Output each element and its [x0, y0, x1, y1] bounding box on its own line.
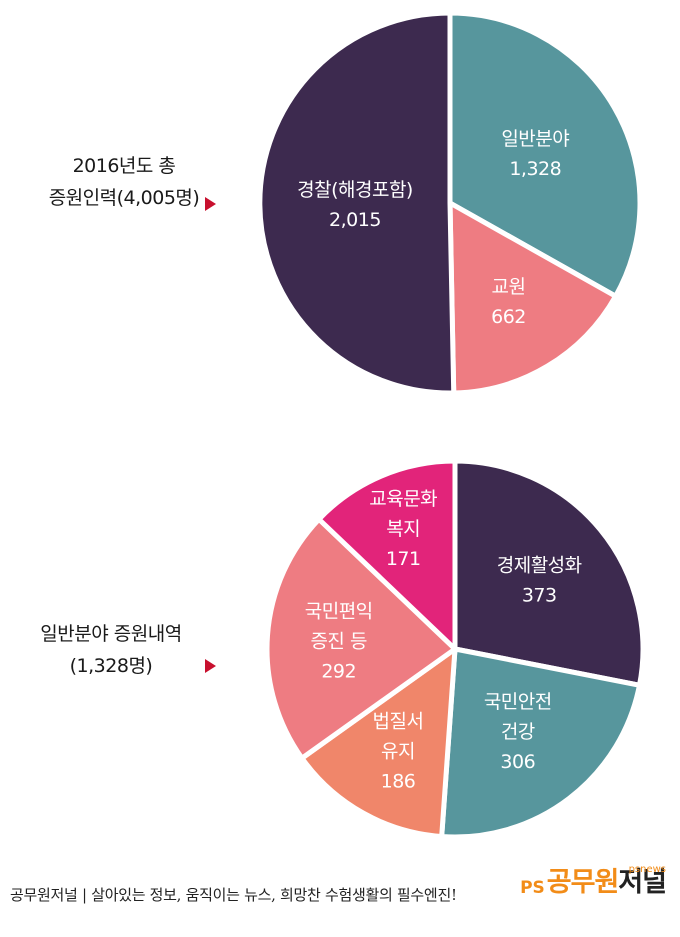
pie1-slice-1-value: 662	[491, 306, 526, 328]
pie2-slice-1-name: 건강	[501, 721, 535, 743]
chart2-caption-line2: (1,328명)	[69, 655, 153, 677]
pie1-slice-0-value: 1,328	[509, 158, 561, 180]
logo-name-highlight: 공무원	[546, 867, 620, 898]
pie2-slice-3	[264, 516, 458, 761]
brand-logo: psnews PS 공무원저널	[520, 864, 667, 898]
pie2-slice-0-name: 경제활성화	[497, 555, 582, 577]
pie1-slice-2-value: 2,015	[329, 209, 381, 231]
logo-mark: PS	[520, 878, 545, 898]
footer-slogan: 공무원저널 | 살아있는 정보, 움직이는 뉴스, 희망찬 수험생활의 필수엔진…	[10, 886, 457, 904]
pie2-slice-4-name: 복지	[386, 518, 420, 540]
chart2-arrow-icon	[205, 659, 216, 673]
chart1-caption-line2: 증원인력(4,005명)	[48, 187, 200, 209]
pie1-slice-0-name: 일반분야	[501, 128, 569, 150]
pie2-slice-3-name: 국민편익	[305, 601, 373, 623]
chart2-caption: 일반분야 증원내역 (1,328명)	[16, 618, 206, 682]
pie1-slice-2-name: 경찰(해경포함)	[297, 179, 413, 201]
pie2-slice-1-name: 국민안전	[484, 691, 552, 713]
pie2-slice-3-value: 292	[321, 661, 356, 683]
logo-sub-text: psnews	[628, 864, 666, 875]
pie2-slice-4-name: 교육문화	[369, 488, 437, 510]
logo-name: 공무원저널	[546, 867, 667, 898]
pie1-slice-1-name: 교원	[492, 276, 526, 298]
pie2-slice-2-name: 유지	[381, 741, 415, 763]
pie2-slice-1-value: 306	[500, 751, 535, 773]
pie2-slice-1	[439, 646, 642, 840]
pie1-slice-1	[447, 200, 619, 396]
pie1-slice-0	[447, 10, 643, 299]
pie1-slice-2	[257, 10, 457, 396]
pie2-slice-0-label: 경제활성화 373	[497, 555, 582, 607]
pie2-slice-4-value: 171	[386, 548, 421, 570]
pie1-slice-0-label: 일반분야 1,328	[501, 128, 569, 180]
chart2-caption-line1: 일반분야 증원내역	[40, 623, 182, 645]
logo-name-rest: 저널	[618, 867, 667, 898]
pie2-slice-2	[299, 646, 458, 840]
pie2-slice-2-name: 법질서	[373, 711, 424, 733]
pie-chart-total: 일반분야 1,328 교원 662 경찰(해경포함) 2,015	[257, 10, 643, 396]
pie2-slice-3-name: 증진 등	[310, 631, 366, 653]
pie2-slice-4	[316, 458, 458, 652]
chart1-arrow-icon	[205, 197, 216, 211]
chart1-caption-line1: 2016년도 총	[72, 155, 176, 177]
pie1-slice-2-label: 경찰(해경포함) 2,015	[297, 179, 413, 231]
pie2-slice-2-value: 186	[381, 771, 416, 793]
pie1-slice-1-label: 교원 662	[491, 276, 526, 328]
chart1-caption: 2016년도 총 증원인력(4,005명)	[24, 150, 224, 214]
pie2-slice-0	[452, 458, 646, 688]
pie2-slice-0-value: 373	[522, 585, 557, 607]
